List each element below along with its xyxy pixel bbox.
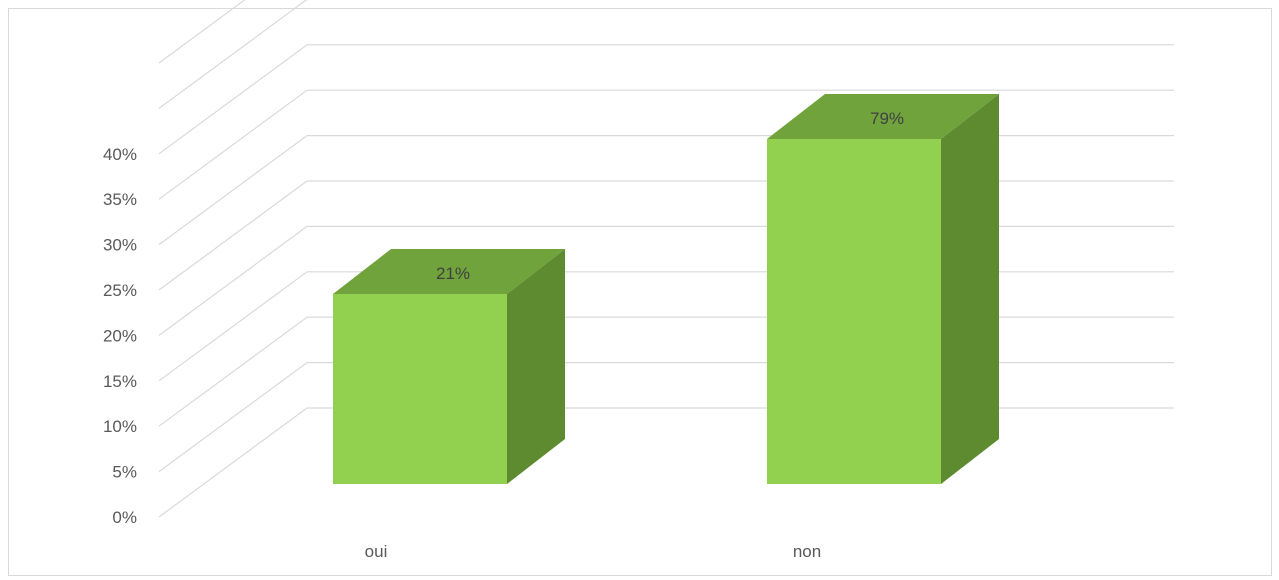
x-category-label: oui	[365, 542, 388, 561]
gridlines	[158, 0, 1174, 518]
y-tick-label: 15%	[103, 372, 137, 391]
bar-top-oui	[333, 249, 565, 294]
gridline-side	[158, 407, 308, 518]
bar-side-oui	[507, 249, 565, 484]
gridline-side	[158, 225, 308, 336]
gridline-side	[158, 180, 308, 291]
y-tick-label: 40%	[103, 145, 137, 164]
y-tick-label: 30%	[103, 236, 137, 255]
gridline-side	[158, 135, 308, 246]
gridline-side	[158, 0, 246, 64]
bar-side-non	[941, 94, 999, 484]
gridline-side	[158, 44, 308, 155]
y-tick-label: 0%	[112, 508, 137, 527]
bar-front-non	[767, 139, 941, 484]
bars: 21% 79%	[333, 94, 999, 484]
gridline-side	[158, 271, 308, 382]
x-axis-categories: oui non	[365, 542, 822, 561]
bar-top-non	[767, 94, 999, 139]
gridline-side	[158, 0, 308, 109]
y-tick-label: 10%	[103, 417, 137, 436]
y-axis-ticks: 0% 5% 10% 15% 20% 25% 30% 35% 40%	[103, 145, 137, 527]
gridline-side	[158, 89, 308, 200]
bar-front-oui	[333, 294, 507, 484]
gridline-side	[158, 316, 308, 427]
y-tick-label: 35%	[103, 190, 137, 209]
data-label: 79%	[870, 109, 904, 128]
x-category-label: non	[793, 542, 821, 561]
y-tick-label: 25%	[103, 281, 137, 300]
y-tick-label: 20%	[103, 326, 137, 345]
y-tick-label: 5%	[112, 463, 137, 482]
gridline-side	[158, 362, 308, 473]
data-label: 21%	[436, 264, 470, 283]
